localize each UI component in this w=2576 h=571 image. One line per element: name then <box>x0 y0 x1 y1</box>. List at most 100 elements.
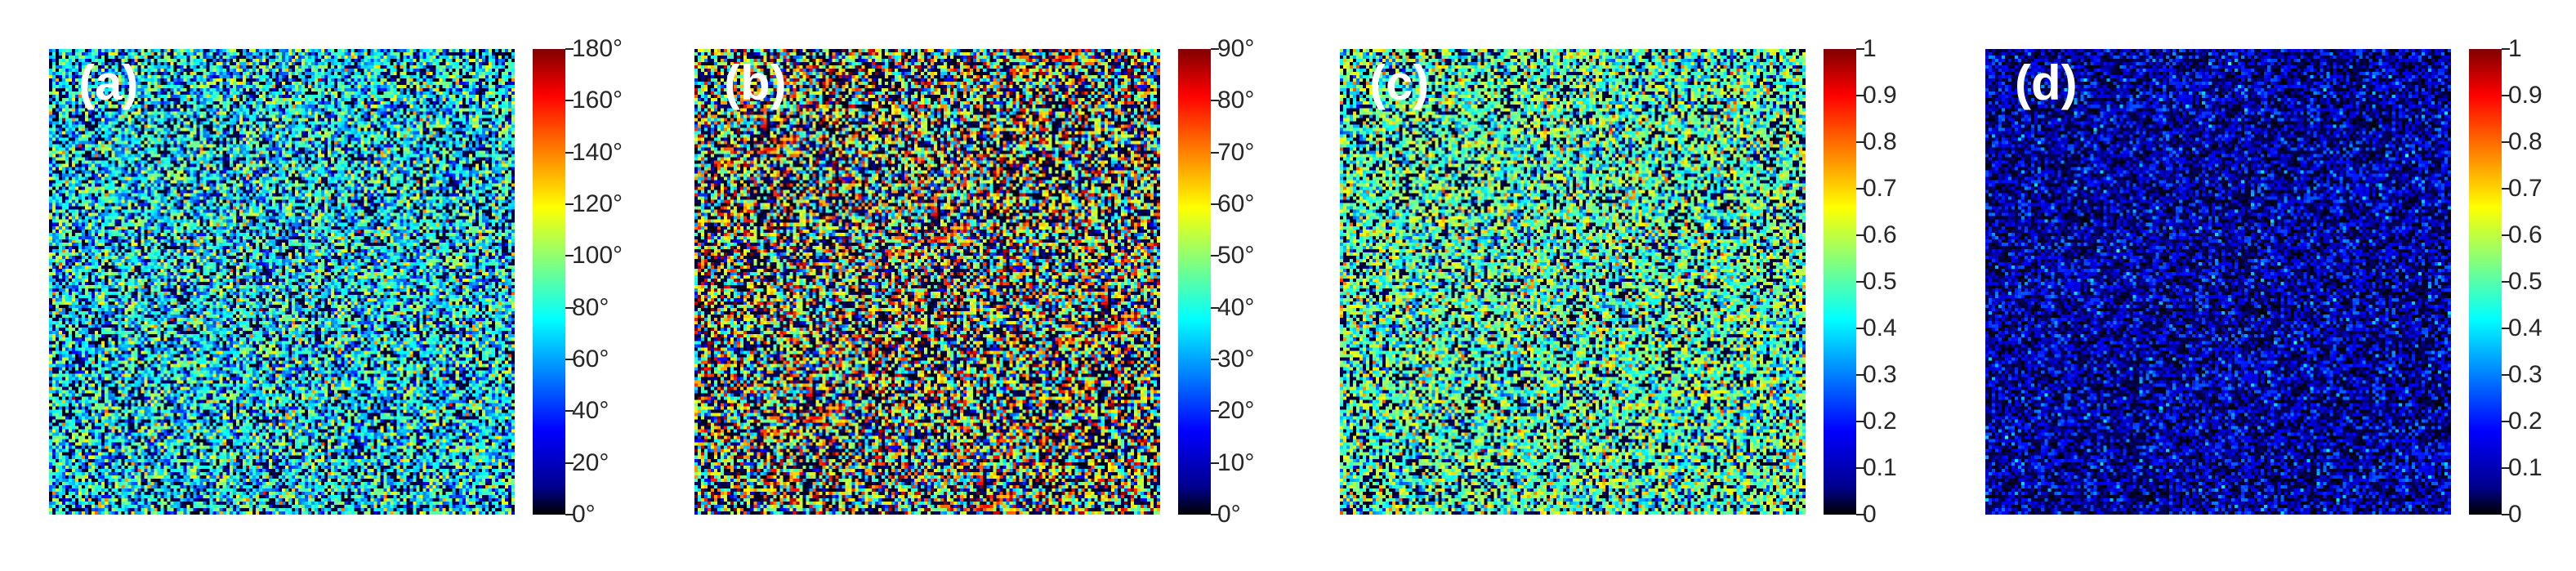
colorbar-tick-label-c-10: 1 <box>1863 35 1877 62</box>
colorbar-tick-label-b-7: 70° <box>1217 138 1255 166</box>
colorbar-tick-a-5 <box>565 255 574 257</box>
colorbar-tick-a-3 <box>565 359 574 360</box>
colorbar-tick-c-5 <box>1856 281 1864 283</box>
colorbar-tick-b-1 <box>1211 462 1219 464</box>
colorbar-tick-label-d-2: 0.2 <box>2508 408 2543 435</box>
colorbar-tick-d-6 <box>2502 234 2510 236</box>
colorbar-tick-label-a-0: 0° <box>572 501 596 528</box>
colorbar-tick-b-7 <box>1211 151 1219 154</box>
colorbar-tick-c-2 <box>1856 421 1864 422</box>
colorbar-tick-label-c-3: 0.3 <box>1863 361 1897 388</box>
colorbar-tick-b-9 <box>1211 48 1219 50</box>
colorbar-tick-label-c-1: 0.1 <box>1863 454 1897 481</box>
colorbar-tick-label-d-8: 0.8 <box>2508 128 2543 155</box>
colorbar-d: 0 0.1 0.2 0.3 0.4 0.5 0.6 0.7 0.8 0.9 1 <box>2469 37 2543 527</box>
colorbar-tick-label-c-4: 0.4 <box>1863 314 1897 341</box>
heatmap-panel-a: (a) <box>49 49 515 515</box>
colorbar-gradient-a <box>533 49 565 515</box>
colorbar-tick-c-8 <box>1856 141 1864 143</box>
colorbar-tick-label-a-2: 40° <box>572 397 609 425</box>
colorbar-tick-label-a-7: 140° <box>572 138 623 166</box>
colorbar-tick-label-d-3: 0.3 <box>2508 361 2543 388</box>
heatmap-image-d <box>1985 49 2451 515</box>
colorbar-tick-label-a-1: 20° <box>572 448 609 476</box>
colorbar-tick-c-6 <box>1856 234 1864 236</box>
heatmap-panel-d: (d) <box>1985 49 2451 515</box>
colorbar-tick-label-b-6: 60° <box>1217 190 1255 217</box>
colorbar-tick-label-a-9: 180° <box>572 35 623 62</box>
colorbar-tick-a-2 <box>565 410 574 413</box>
panel-label-c: (c) <box>1369 56 1430 110</box>
colorbar-tick-a-9 <box>565 48 574 50</box>
colorbar-tick-d-0 <box>2502 514 2510 515</box>
colorbar-tick-label-c-0: 0 <box>1863 501 1877 528</box>
colorbar-tick-c-1 <box>1856 467 1864 469</box>
colorbar-tick-label-d-7: 0.7 <box>2508 175 2543 202</box>
colorbar-tick-a-6 <box>565 203 574 205</box>
heatmap-image-c <box>1340 49 1806 515</box>
colorbar-tick-label-a-6: 120° <box>572 190 623 217</box>
colorbar-tick-label-c-2: 0.2 <box>1863 408 1897 435</box>
colorbar-tick-b-6 <box>1211 203 1219 205</box>
colorbar-a: 0° 20° 40° 60° 80° 100° 120° 140° 160° 180° <box>533 37 623 527</box>
colorbar-tick-a-0 <box>565 514 574 515</box>
colorbar-b: 0° 10° 20° 30° 40° 50° 60° 70° 80° 90° <box>1178 37 1254 527</box>
colorbar-tick-label-b-8: 80° <box>1217 87 1255 114</box>
panel-label-a: (a) <box>78 56 139 110</box>
colorbar-tick-label-d-1: 0.1 <box>2508 454 2543 481</box>
colorbar-tick-d-10 <box>2502 48 2510 50</box>
colorbar-tick-label-b-2: 20° <box>1217 397 1255 425</box>
colorbar-tick-a-8 <box>565 100 574 102</box>
colorbar-tick-label-b-1: 10° <box>1217 448 1255 476</box>
colorbar-tick-label-d-6: 0.6 <box>2508 221 2543 248</box>
heatmap-image-b <box>694 49 1160 515</box>
colorbar-tick-label-a-4: 80° <box>572 293 609 321</box>
colorbar-tick-c-4 <box>1856 328 1864 329</box>
colorbar-tick-a-1 <box>565 462 574 464</box>
colorbar-tick-b-4 <box>1211 306 1219 309</box>
colorbar-tick-label-b-9: 90° <box>1217 35 1255 62</box>
colorbar-tick-a-4 <box>565 306 574 309</box>
colorbar-tick-label-c-5: 0.5 <box>1863 268 1897 295</box>
colorbar-tick-b-3 <box>1211 359 1219 360</box>
colorbar-tick-label-c-6: 0.6 <box>1863 221 1897 248</box>
colorbar-tick-c-3 <box>1856 374 1864 376</box>
colorbar-tick-label-c-9: 0.9 <box>1863 82 1897 109</box>
colorbar-tick-c-9 <box>1856 95 1864 96</box>
panel-label-b: (b) <box>724 56 787 110</box>
colorbar-tick-label-b-5: 50° <box>1217 242 1255 270</box>
colorbar-gradient-b <box>1178 49 1211 515</box>
colorbar-tick-label-a-3: 60° <box>572 346 609 372</box>
colorbar-tick-label-b-0: 0° <box>1217 501 1241 528</box>
colorbar-tick-label-b-3: 30° <box>1217 346 1255 372</box>
colorbar-tick-label-c-8: 0.8 <box>1863 128 1897 155</box>
colorbar-c: 0 0.1 0.2 0.3 0.4 0.5 0.6 0.7 0.8 0.9 1 <box>1824 37 1897 527</box>
colorbar-tick-label-d-0: 0 <box>2508 501 2522 528</box>
colorbar-tick-c-0 <box>1856 514 1864 515</box>
colorbar-tick-d-9 <box>2502 95 2510 96</box>
heatmap-panel-b: (b) <box>694 49 1160 515</box>
colorbar-tick-label-a-8: 160° <box>572 87 623 114</box>
colorbar-gradient-d <box>2469 49 2502 515</box>
colorbar-tick-label-d-10: 1 <box>2508 35 2522 62</box>
colorbar-tick-d-4 <box>2502 328 2510 329</box>
colorbar-tick-d-1 <box>2502 467 2510 469</box>
colorbar-tick-d-2 <box>2502 421 2510 422</box>
colorbar-tick-c-10 <box>1856 48 1864 50</box>
colorbar-tick-label-d-9: 0.9 <box>2508 82 2543 109</box>
colorbar-tick-d-8 <box>2502 141 2510 143</box>
colorbar-tick-d-3 <box>2502 374 2510 376</box>
colorbar-tick-b-0 <box>1211 514 1219 515</box>
heatmap-image-a <box>49 49 515 515</box>
colorbar-tick-label-d-5: 0.5 <box>2508 268 2543 295</box>
colorbar-tick-label-c-7: 0.7 <box>1863 175 1897 202</box>
colorbar-tick-b-2 <box>1211 410 1219 413</box>
colorbar-tick-label-b-4: 40° <box>1217 293 1255 321</box>
colorbar-tick-c-7 <box>1856 188 1864 190</box>
colorbar-tick-b-8 <box>1211 100 1219 102</box>
heatmap-panel-c: (c) <box>1340 49 1806 515</box>
colorbar-tick-a-7 <box>565 151 574 154</box>
colorbar-tick-b-5 <box>1211 255 1219 257</box>
colorbar-tick-d-5 <box>2502 281 2510 283</box>
colorbar-tick-d-7 <box>2502 188 2510 190</box>
